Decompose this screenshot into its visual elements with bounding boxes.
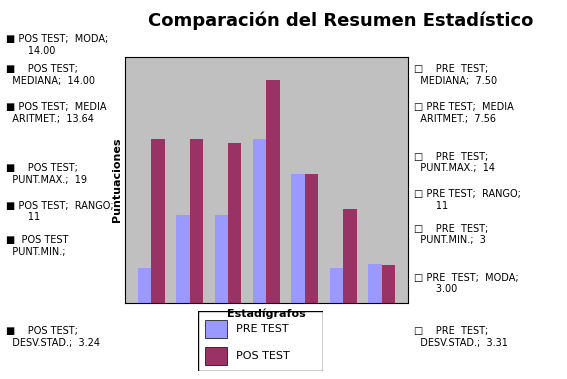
- Bar: [214, 215, 228, 303]
- Bar: [344, 209, 357, 303]
- Text: ■ POS TEST;  RANGO;
       11: ■ POS TEST; RANGO; 11: [6, 201, 113, 222]
- Text: ■    POS TEST;
  DESV.STAD.;  3.24: ■ POS TEST; DESV.STAD.; 3.24: [6, 326, 100, 348]
- Text: ■    POS TEST;
  PUNT.MAX.;  19: ■ POS TEST; PUNT.MAX.; 19: [6, 163, 87, 185]
- Bar: [253, 139, 266, 303]
- Text: ■  POS TEST
  PUNT.MIN.;: ■ POS TEST PUNT.MIN.;: [6, 235, 68, 257]
- Bar: [330, 268, 344, 303]
- Bar: [205, 320, 227, 338]
- Text: ■    POS TEST;
  MEDIANA;  14.00: ■ POS TEST; MEDIANA; 14.00: [6, 64, 95, 86]
- Text: Comparación del Resumen Estadístico: Comparación del Resumen Estadístico: [147, 11, 533, 30]
- Bar: [176, 215, 189, 303]
- Bar: [369, 265, 382, 303]
- Bar: [305, 174, 319, 303]
- Bar: [291, 174, 305, 303]
- Bar: [151, 139, 164, 303]
- Text: □ PRE  TEST;  MODA;
       3.00: □ PRE TEST; MODA; 3.00: [414, 273, 519, 294]
- Bar: [138, 268, 151, 303]
- Text: PRE TEST: PRE TEST: [236, 324, 289, 334]
- Bar: [266, 80, 280, 303]
- Text: □ PRE TEST;  MEDIA
  ARITMET.;  7.56: □ PRE TEST; MEDIA ARITMET.; 7.56: [414, 102, 514, 124]
- Bar: [205, 347, 227, 365]
- Text: ■ POS TEST;  MEDIA
  ARITMET.;  13.64: ■ POS TEST; MEDIA ARITMET.; 13.64: [6, 102, 106, 124]
- Text: □    PRE  TEST;
  PUNT.MIN.;  3: □ PRE TEST; PUNT.MIN.; 3: [414, 224, 488, 245]
- Text: □    PRE  TEST;
  DESV.STAD.;  3.31: □ PRE TEST; DESV.STAD.; 3.31: [414, 326, 508, 348]
- Text: □ PRE TEST;  RANGO;
       11: □ PRE TEST; RANGO; 11: [414, 190, 521, 211]
- Bar: [189, 139, 203, 303]
- Text: POS TEST: POS TEST: [236, 351, 290, 361]
- Bar: [228, 143, 242, 303]
- Text: ■ POS TEST;  MODA;
       14.00: ■ POS TEST; MODA; 14.00: [6, 34, 108, 56]
- Bar: [382, 265, 395, 303]
- X-axis label: Estadígrafos: Estadígrafos: [227, 309, 306, 319]
- Text: □    PRE  TEST;
  MEDIANA;  7.50: □ PRE TEST; MEDIANA; 7.50: [414, 64, 497, 86]
- Text: □    PRE  TEST;
  PUNT.MAX.;  14: □ PRE TEST; PUNT.MAX.; 14: [414, 152, 495, 173]
- Y-axis label: Puntuaciones: Puntuaciones: [112, 138, 122, 222]
